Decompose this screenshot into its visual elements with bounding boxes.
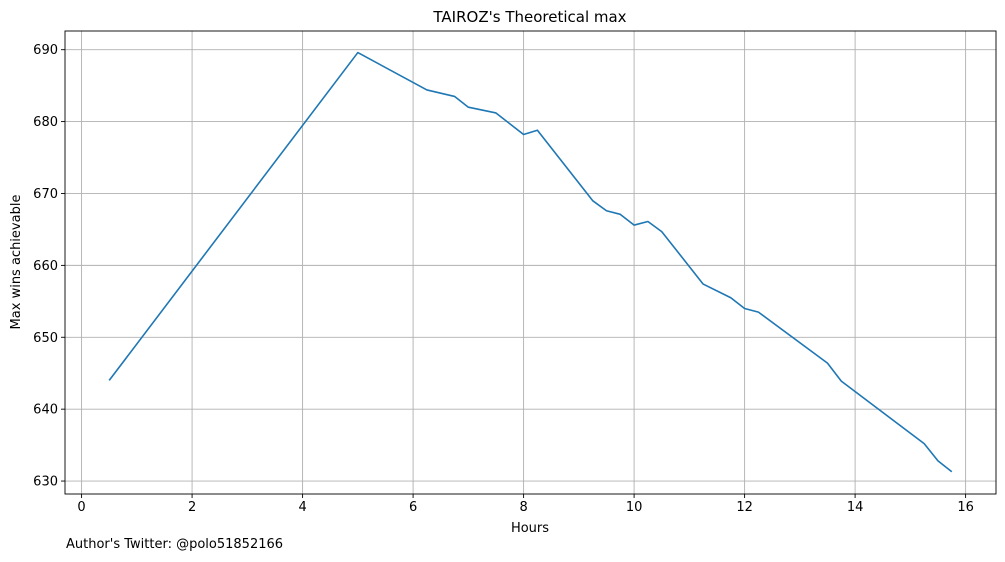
y-tick-label: 670 xyxy=(33,187,58,202)
x-tick-label: 10 xyxy=(626,500,643,515)
x-tick-label: 4 xyxy=(298,500,306,515)
x-tick-label: 16 xyxy=(957,500,974,515)
y-tick-label: 660 xyxy=(33,259,58,274)
x-tick-label: 8 xyxy=(519,500,527,515)
y-tick-label: 630 xyxy=(33,475,58,490)
series-line xyxy=(108,51,953,473)
x-tick-label: 14 xyxy=(847,500,864,515)
y-axis-label: Max wins achievable xyxy=(9,195,24,330)
y-tick-label: 680 xyxy=(33,115,58,130)
x-tick-label: 2 xyxy=(188,500,196,515)
x-tick-label: 0 xyxy=(77,500,85,515)
x-tick-label: 6 xyxy=(409,500,417,515)
x-axis-ticks: 0 2 4 6 8 10 12 14 16 xyxy=(77,494,974,515)
y-tick-label: 650 xyxy=(33,331,58,346)
plot-background xyxy=(65,31,996,494)
author-footnote: Author's Twitter: @polo51852166 xyxy=(66,537,284,552)
y-tick-label: 640 xyxy=(33,403,58,418)
x-tick-label: 12 xyxy=(736,500,753,515)
grid-lines xyxy=(65,31,996,494)
plot-frame xyxy=(64,30,997,495)
y-axis-ticks: 630 640 650 660 670 680 690 xyxy=(33,43,65,490)
chart-title: TAIROZ's Theoretical max xyxy=(432,8,626,26)
x-axis-label: Hours xyxy=(511,521,549,536)
y-tick-label: 690 xyxy=(33,43,58,58)
